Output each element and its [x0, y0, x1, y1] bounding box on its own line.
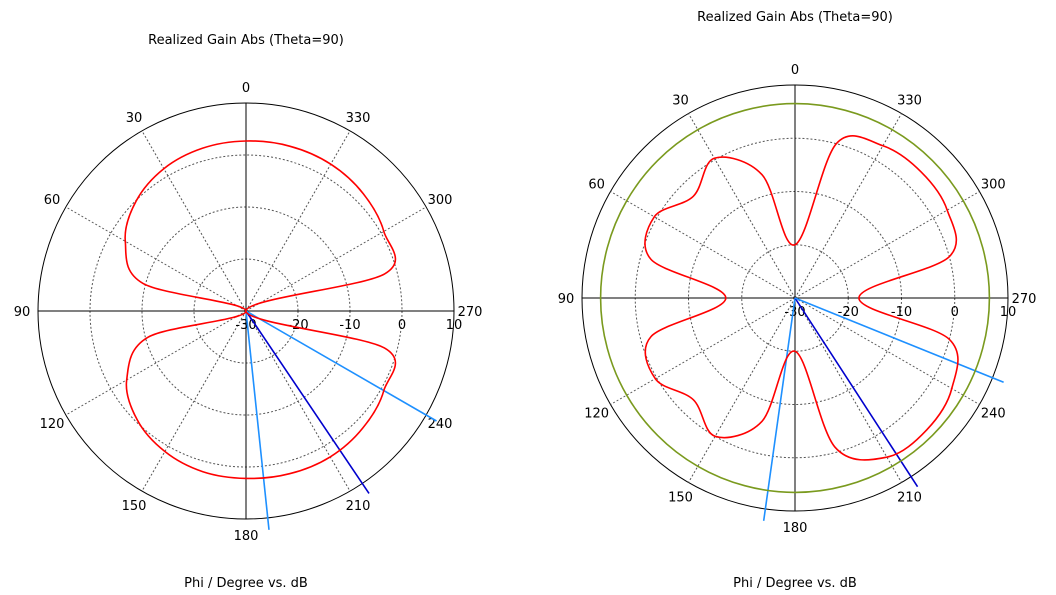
marker-line: [762, 297, 796, 521]
grid-spoke: [688, 297, 796, 483]
angle-tick-label: 150: [122, 499, 147, 514]
angle-tick-label: 270: [458, 305, 483, 320]
grid-spoke: [245, 310, 351, 492]
grid-spoke: [794, 297, 902, 483]
marker-line: [245, 310, 270, 530]
angle-tick-label: 120: [40, 417, 65, 432]
grid-spoke: [65, 206, 247, 312]
chart-title: Realized Gain Abs (Theta=90): [148, 33, 344, 48]
grid-spoke: [141, 310, 247, 492]
gain-curve: [124, 140, 397, 480]
angle-tick-label: 240: [428, 417, 453, 432]
radial-tick-label: 10: [446, 318, 463, 333]
grid-spoke: [794, 113, 902, 299]
angle-tick-label: 240: [981, 407, 1006, 422]
grid-spoke: [245, 130, 351, 312]
angle-tick-label: 90: [14, 305, 31, 320]
angle-tick-label: 90: [558, 292, 575, 307]
angle-tick-label: 150: [668, 490, 693, 505]
gain-curve: [644, 135, 959, 461]
marker-line: [245, 310, 437, 422]
angle-tick-label: 60: [588, 178, 605, 193]
polar-plot: 0 30 60 90 120 150 180 210 240 270 300 330 -30 -20 -10…: [558, 63, 1037, 536]
angle-tick-label: 210: [346, 499, 371, 514]
chart-panel-right: Realized Gain Abs (Theta=90) 0 30 60 90 120 1…: [528, 0, 1056, 595]
angle-tick-label: 30: [126, 111, 143, 126]
angle-tick-label: 270: [1012, 292, 1037, 307]
angle-tick-label: 0: [242, 81, 250, 96]
radial-tick-label: -20: [838, 305, 859, 320]
radial-tick-label: 0: [398, 318, 406, 333]
angle-tick-label: 120: [584, 407, 609, 422]
radial-tick-label: -10: [891, 305, 912, 320]
angle-tick-label: 0: [791, 63, 799, 78]
grid-spoke: [141, 130, 247, 312]
marker-line: [794, 297, 919, 488]
marker-line: [794, 297, 1004, 384]
grid-spoke: [65, 310, 247, 416]
grid-spoke: [610, 191, 796, 299]
gain-curve: [599, 102, 991, 494]
angle-tick-label: 300: [428, 193, 453, 208]
x-axis-label: Phi / Degree vs. dB: [733, 576, 857, 591]
grid-spoke: [245, 206, 427, 312]
angle-tick-label: 330: [346, 111, 371, 126]
radial-tick-label: -30: [784, 305, 805, 320]
radial-tick-label: 0: [951, 305, 959, 320]
angle-tick-label: 300: [981, 178, 1006, 193]
angle-tick-label: 180: [783, 521, 808, 536]
angle-tick-label: 330: [897, 94, 922, 109]
grid-spoke: [688, 113, 796, 299]
radial-tick-label: -10: [339, 318, 360, 333]
angle-tick-label: 210: [897, 490, 922, 505]
angle-tick-label: 60: [44, 193, 61, 208]
marker-line: [245, 310, 370, 494]
angle-tick-label: 180: [234, 529, 259, 544]
chart-title: Realized Gain Abs (Theta=90): [697, 10, 893, 25]
radial-tick-label: 10: [1000, 305, 1017, 320]
chart-panel-left: Realized Gain Abs (Theta=90) 0 30 60 90 120 1…: [14, 33, 483, 591]
radial-tick-label: -30: [235, 318, 256, 333]
grid-spoke: [610, 297, 796, 405]
x-axis-label: Phi / Degree vs. dB: [184, 576, 308, 591]
grid-spoke: [794, 297, 980, 405]
angle-tick-label: 30: [672, 94, 689, 109]
grid-spoke: [794, 191, 980, 299]
